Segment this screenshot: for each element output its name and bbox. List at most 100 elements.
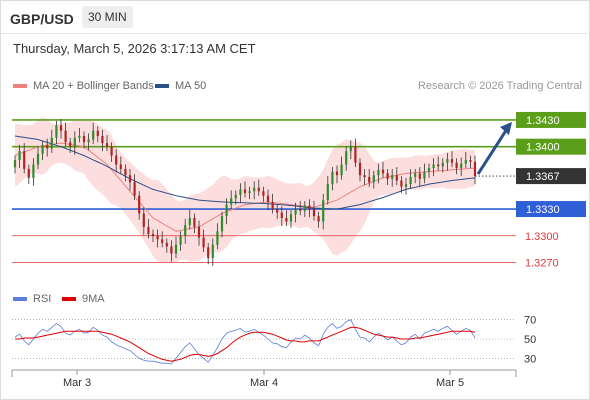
candle-body xyxy=(216,231,219,245)
candle-body xyxy=(418,173,421,179)
level-box-1.3430 xyxy=(516,111,586,128)
candle-body xyxy=(427,168,431,172)
rsi-ma9-line xyxy=(15,326,476,362)
candle-body xyxy=(354,146,357,163)
candle-body xyxy=(55,125,58,138)
candle-body xyxy=(299,209,302,211)
ma9-label: 9MA xyxy=(82,293,105,305)
level-label-1.3300: 1.3300 xyxy=(525,231,559,243)
candle-body xyxy=(225,204,228,217)
candle-body xyxy=(326,184,329,201)
ma20-line xyxy=(14,142,476,232)
candle-body xyxy=(460,163,463,169)
ma50-label: MA 50 xyxy=(175,80,207,92)
candle-body xyxy=(156,235,159,240)
candle-body xyxy=(312,209,316,217)
candle-body xyxy=(230,198,233,205)
ma9-swatch xyxy=(62,297,76,301)
rsi-tick-30: 30 xyxy=(524,353,536,365)
ma50-swatch xyxy=(155,84,169,88)
candle-body xyxy=(188,217,191,226)
rsi-swatch xyxy=(13,297,27,301)
candle-body xyxy=(151,233,155,236)
candle-body xyxy=(345,151,348,165)
candle-body xyxy=(414,173,417,177)
candle-body xyxy=(322,200,325,222)
candle-body xyxy=(184,225,187,236)
timeframe-badge[interactable]: 30 MIN xyxy=(82,6,133,28)
legend-rsi: RSI xyxy=(13,293,51,305)
level-label-1.3330: 1.3330 xyxy=(526,204,560,216)
level-box-1.3400 xyxy=(516,138,586,155)
candle-body xyxy=(59,125,63,131)
candle-body xyxy=(308,205,311,210)
level-box-1.3330 xyxy=(516,201,586,218)
candle-body xyxy=(391,175,394,179)
candle-body xyxy=(280,212,283,218)
candle-body xyxy=(179,235,182,245)
candle-body xyxy=(36,153,40,165)
candle-body xyxy=(13,160,17,168)
candle-body xyxy=(147,226,150,234)
candle-body xyxy=(73,137,76,147)
candle-body xyxy=(423,171,426,179)
candle-body xyxy=(464,160,467,164)
candle-body xyxy=(404,184,408,187)
candle-body xyxy=(400,180,403,187)
candle-body xyxy=(243,189,247,194)
candle-body xyxy=(23,151,26,169)
candle-body xyxy=(248,191,251,194)
rsi-tick-70: 70 xyxy=(524,315,536,327)
candle-body xyxy=(395,175,398,181)
candle-body xyxy=(446,159,449,163)
level-label-1.3270: 1.3270 xyxy=(525,258,559,270)
candle-body xyxy=(473,161,477,177)
candle-body xyxy=(50,137,53,149)
candle-body xyxy=(142,213,145,227)
candle-body xyxy=(96,130,99,136)
candle-body xyxy=(64,130,67,143)
x-tick-label: Mar 5 xyxy=(436,377,464,389)
candle-body xyxy=(303,205,306,211)
candle-body xyxy=(262,191,265,196)
candle-body xyxy=(276,209,279,213)
candle-body xyxy=(441,162,444,167)
rsi-tick-50: 50 xyxy=(524,334,536,346)
candle-body xyxy=(41,144,44,154)
candle-body xyxy=(331,171,334,185)
candle-body xyxy=(437,164,440,167)
candle-body xyxy=(193,217,196,227)
current-price-label: 1.3367 xyxy=(526,171,560,183)
level-label-1.3430: 1.3430 xyxy=(526,115,560,127)
candle-body xyxy=(119,164,122,169)
candle-body xyxy=(455,162,458,169)
legend-ma50: MA 50 xyxy=(155,80,206,92)
candle-body xyxy=(234,194,237,199)
level-label-1.3400: 1.3400 xyxy=(526,142,560,154)
candle-body xyxy=(27,168,30,178)
legend-9ma: 9MA xyxy=(62,293,105,305)
current-price-box xyxy=(516,168,586,185)
candle-body xyxy=(128,175,132,183)
candle-body xyxy=(170,246,173,254)
candle-body xyxy=(377,169,380,176)
legend-ma20: MA 20 + Bollinger Bands xyxy=(13,80,154,92)
candle-body xyxy=(271,201,274,210)
ma50-line xyxy=(14,135,476,210)
rsi-label: RSI xyxy=(33,293,52,305)
forecast-arrow xyxy=(476,128,509,175)
candle-body xyxy=(197,226,201,238)
candle-body xyxy=(211,244,214,259)
candle-body xyxy=(138,195,141,214)
rsi-line xyxy=(14,319,476,365)
candle-body xyxy=(110,146,113,156)
candle-body xyxy=(82,135,86,143)
candle-body xyxy=(349,146,352,152)
pair-title: GBP/USD xyxy=(10,11,74,27)
candle-body xyxy=(432,164,435,169)
candle-body xyxy=(317,216,320,222)
candle-body xyxy=(220,216,224,232)
candle-body xyxy=(285,217,288,222)
candle-body xyxy=(239,189,242,195)
